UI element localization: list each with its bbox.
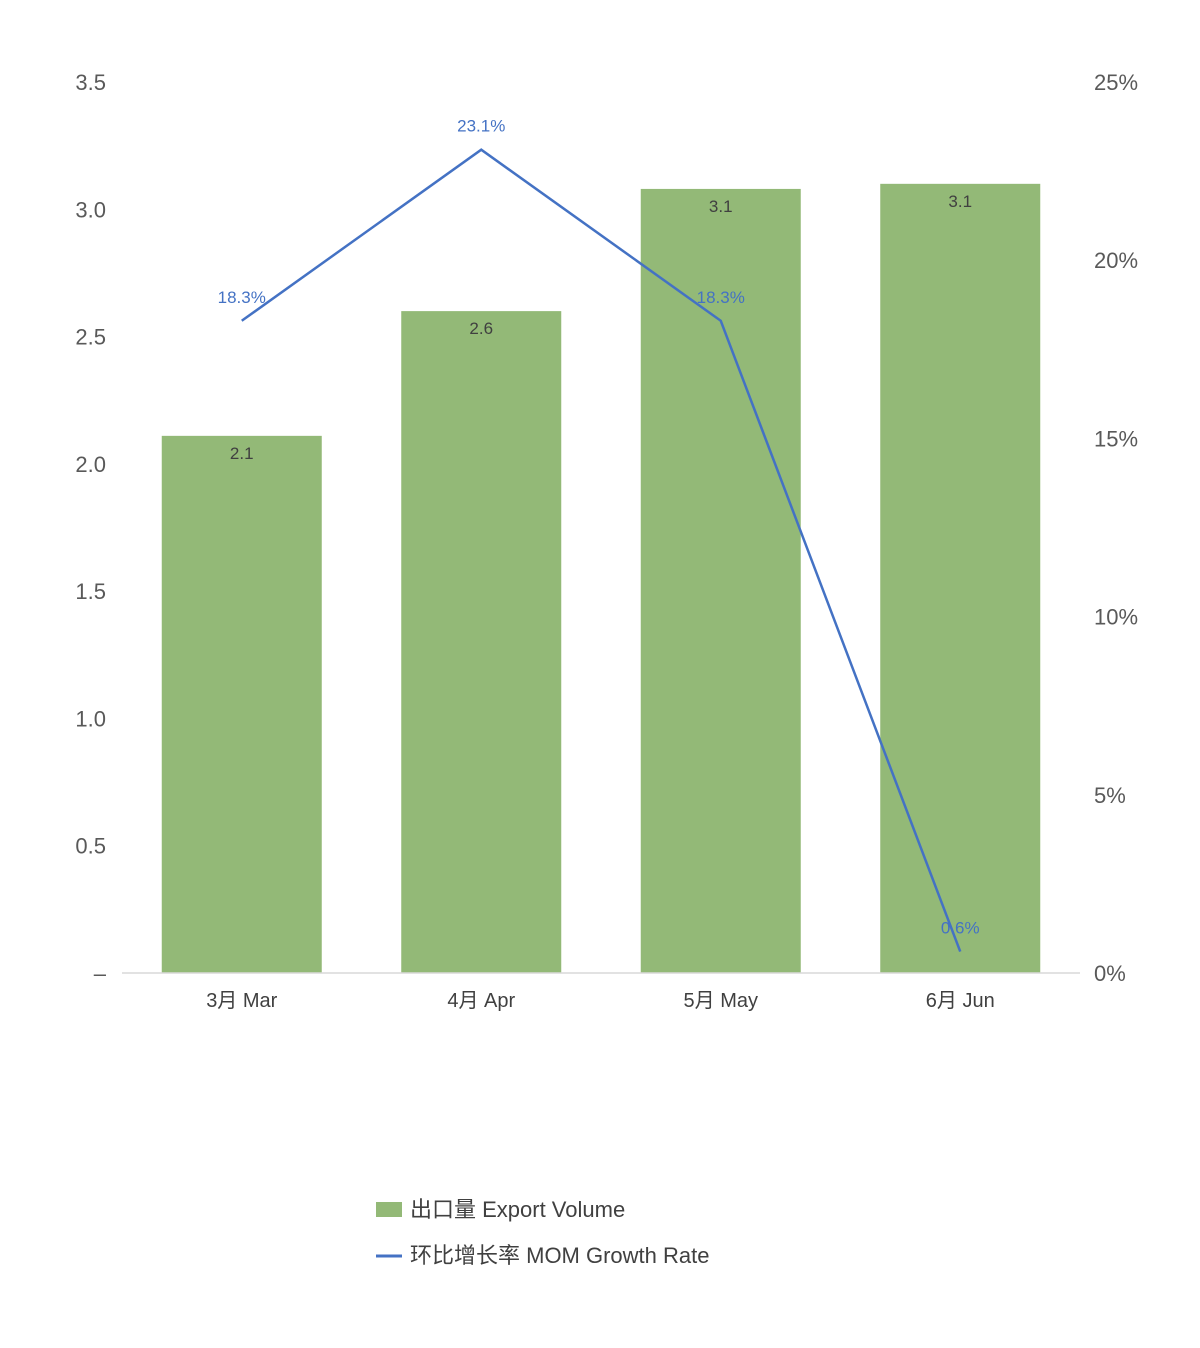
right-tick-label: 20% xyxy=(1094,248,1138,273)
left-tick-label: 2.0 xyxy=(75,452,106,477)
right-tick-label: 15% xyxy=(1094,426,1138,451)
line-series: 18.3% 23.1% 18.3% 0.6% xyxy=(218,117,980,953)
left-tick-label: 0.5 xyxy=(75,834,106,859)
left-tick-label: 1.5 xyxy=(75,579,106,604)
bar-data-label: 3.1 xyxy=(709,197,733,216)
line-data-label: 23.1% xyxy=(457,117,505,136)
growth-rate-line xyxy=(241,148,962,953)
legend: 出口量 Export Volume 环比增长率 MOM Growth Rate xyxy=(376,1197,709,1268)
line-data-label: 18.3% xyxy=(697,288,745,307)
category-label: 4月 Apr xyxy=(447,990,515,1012)
line-data-label: 18.3% xyxy=(218,288,266,307)
category-label: 5月 May xyxy=(684,990,758,1012)
left-y-axis: – 0.5 1.0 1.5 2.0 2.5 3.0 3.5 xyxy=(75,70,106,986)
bar-data-label: 3.1 xyxy=(948,192,972,211)
left-tick-label: 3.5 xyxy=(75,70,106,95)
bar xyxy=(880,183,1041,974)
legend-label-export-volume: 出口量 Export Volume xyxy=(410,1197,625,1222)
left-tick-label: – xyxy=(94,961,107,986)
line-data-label: 0.6% xyxy=(941,919,980,938)
left-tick-label: 3.0 xyxy=(75,197,106,222)
legend-swatch-bar xyxy=(376,1202,402,1217)
right-tick-label: 0% xyxy=(1094,961,1126,986)
legend-label-growth-rate: 环比增长率 MOM Growth Rate xyxy=(410,1243,709,1268)
bar-data-label: 2.1 xyxy=(230,444,254,463)
bar-data-label: 2.6 xyxy=(469,319,493,338)
x-axis-categories: 3月 Mar 4月 Apr 5月 May 6月 Jun xyxy=(206,990,995,1012)
left-tick-label: 2.5 xyxy=(75,325,106,350)
bar-series: 2.1 2.6 3.1 3.1 xyxy=(161,183,1041,974)
right-y-axis: 0% 5% 10% 15% 20% 25% xyxy=(1094,70,1138,986)
bar xyxy=(401,311,562,974)
category-label: 3月 Mar xyxy=(206,990,277,1012)
bar xyxy=(161,435,322,974)
category-label: 6月 Jun xyxy=(926,990,995,1012)
right-tick-label: 10% xyxy=(1094,605,1138,630)
right-tick-label: 25% xyxy=(1094,70,1138,95)
left-tick-label: 1.0 xyxy=(75,706,106,731)
right-tick-label: 5% xyxy=(1094,783,1126,808)
